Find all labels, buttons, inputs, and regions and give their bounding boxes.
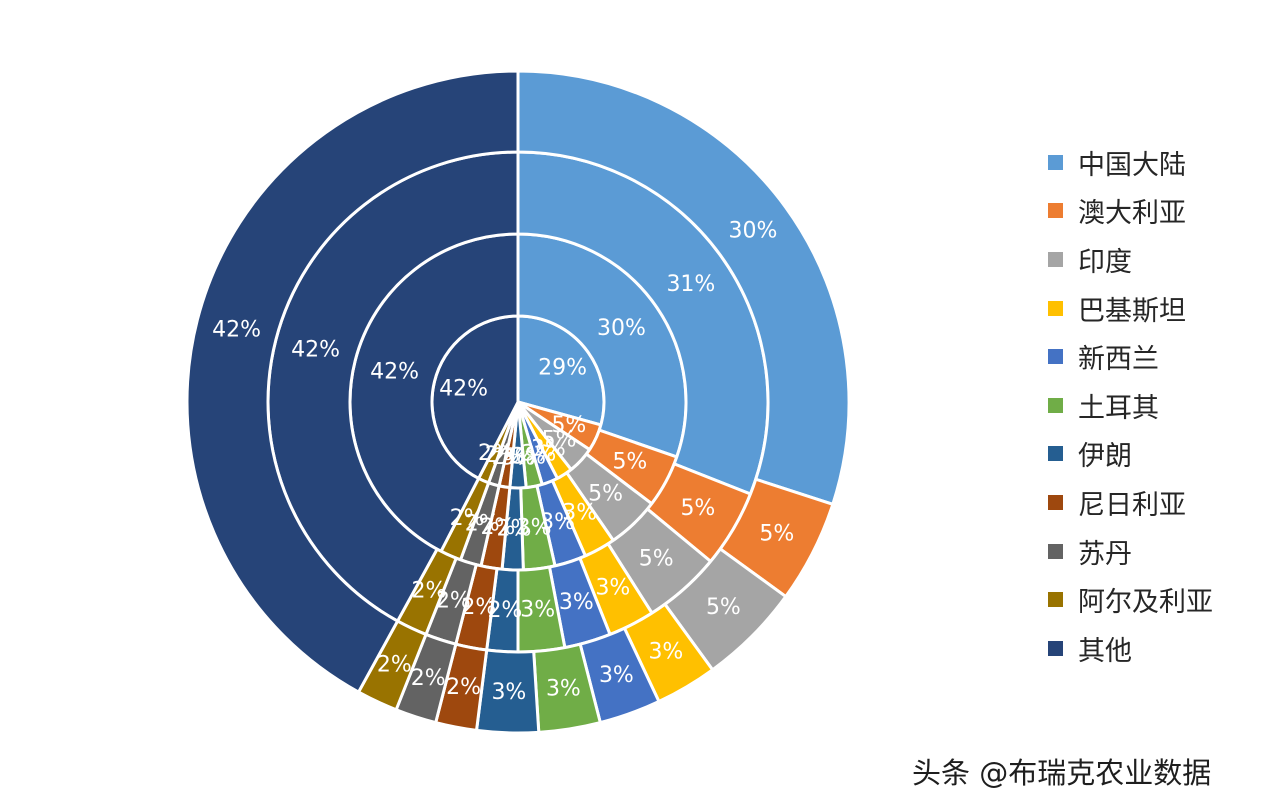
ring-2-label-4: 3% — [562, 501, 597, 526]
ring-1-label-7: 3% — [501, 446, 536, 471]
ring-4-label-7: 3% — [491, 680, 526, 705]
ring-4-label-8: 2% — [446, 675, 481, 700]
ring-2-label-5: 3% — [540, 510, 575, 535]
ring-4-label-10: 2% — [377, 652, 412, 677]
legend-item-3: 印度 — [1048, 235, 1213, 284]
legend-item-2: 澳大利亚 — [1048, 187, 1213, 236]
legend-label: 新西兰 — [1078, 344, 1159, 376]
ring-2-label-10: 2% — [450, 506, 485, 531]
legend-label: 澳大利亚 — [1078, 198, 1186, 230]
ring-2-label-6: 3% — [517, 516, 552, 541]
legend-swatch — [1048, 154, 1063, 170]
ring-2-label-11: 42% — [370, 360, 419, 385]
ring-4-label-4: 3% — [648, 640, 683, 665]
ring-1-label-5: 3% — [521, 442, 556, 467]
ring-4-label-1: 30% — [729, 219, 778, 244]
legend-label: 伊朗 — [1078, 441, 1132, 473]
ring-1-label-1: 29% — [538, 356, 587, 381]
legend-label: 阿尔及利亚 — [1078, 587, 1213, 619]
legend-item-10: 阿尔及利亚 — [1048, 575, 1213, 624]
ring-3-label-1: 31% — [666, 272, 715, 297]
ring-1-label-8: 2% — [492, 445, 527, 470]
legend-label: 巴基斯坦 — [1078, 295, 1186, 327]
ring-3-label-7: 2% — [487, 598, 522, 623]
legend-item-1: 中国大陆 — [1048, 138, 1213, 187]
ring-4-label-3: 5% — [706, 595, 741, 620]
ring-1-label-11: 42% — [439, 376, 488, 401]
ring-3-label-4: 3% — [595, 576, 630, 601]
ring-1-label-9: 2% — [485, 443, 520, 468]
legend-item-8: 尼日利亚 — [1048, 478, 1213, 527]
legend-swatch — [1048, 397, 1063, 413]
ring-2-label-9: 2% — [465, 511, 500, 536]
legend-item-4: 巴基斯坦 — [1048, 284, 1213, 333]
legend-swatch — [1048, 494, 1063, 510]
ring-3-label-2: 5% — [680, 496, 715, 521]
ring-4-label-9: 2% — [411, 666, 446, 691]
legend-item-9: 苏丹 — [1048, 527, 1213, 576]
legend-swatch — [1048, 251, 1063, 267]
legend-swatch — [1048, 543, 1063, 559]
legend-swatch — [1048, 592, 1063, 608]
ring-1-label-2: 5% — [551, 413, 586, 438]
ring-3-label-3: 5% — [639, 546, 674, 571]
ring-3-label-6: 3% — [520, 598, 555, 623]
ring-3-label-9: 2% — [436, 588, 471, 613]
ring-2-label-7: 2% — [497, 516, 532, 541]
ring-1-label-4: 3% — [531, 437, 566, 462]
ring-3-label-11: 42% — [291, 338, 340, 363]
ring-1-label-3: 5% — [542, 428, 577, 453]
ring-2-label-1: 30% — [597, 316, 646, 341]
pie-slice-labels: 29%5%5%3%3%3%3%2%2%2%42%30%5%5%3%3%3%2%2… — [212, 219, 794, 705]
ring-4-label-5: 3% — [599, 663, 634, 688]
legend-swatch — [1048, 300, 1063, 316]
pie-slices — [185, 69, 851, 735]
legend-label: 中国大陆 — [1078, 149, 1186, 181]
legend-label: 其他 — [1078, 635, 1132, 667]
ring-4-label-6: 3% — [546, 676, 581, 701]
ring-1-label-6: 3% — [511, 445, 546, 470]
legend-item-7: 伊朗 — [1048, 430, 1213, 479]
ring-4-slice-11 — [185, 69, 520, 694]
legend-label: 尼日利亚 — [1078, 489, 1186, 521]
watermark-text: 头条 @布瑞克农业数据 — [912, 756, 1212, 790]
ring-1-label-10: 2% — [478, 441, 513, 466]
legend-item-6: 土耳其 — [1048, 381, 1213, 430]
ring-2-label-8: 2% — [480, 515, 515, 540]
legend-label: 印度 — [1078, 246, 1132, 278]
ring-3-label-10: 2% — [412, 579, 447, 604]
ring-2-label-3: 5% — [588, 481, 623, 506]
legend-swatch — [1048, 349, 1063, 365]
legend-swatch — [1048, 640, 1063, 656]
ring-4-label-11: 42% — [212, 317, 261, 342]
legend-item-5: 新西兰 — [1048, 332, 1213, 381]
ring-3-label-8: 2% — [461, 595, 496, 620]
legend-swatch — [1048, 446, 1063, 462]
chart-legend: 中国大陆澳大利亚印度巴基斯坦新西兰土耳其伊朗尼日利亚苏丹阿尔及利亚其他 — [1048, 138, 1213, 673]
legend-label: 土耳其 — [1078, 392, 1159, 424]
legend-label: 苏丹 — [1078, 538, 1132, 570]
ring-2-label-2: 5% — [612, 450, 647, 475]
legend-item-11: 其他 — [1048, 624, 1213, 673]
ring-3-label-5: 3% — [559, 590, 594, 615]
ring-4-label-2: 5% — [759, 521, 794, 546]
ring-4-slice-1 — [516, 69, 851, 506]
legend-swatch — [1048, 203, 1063, 219]
